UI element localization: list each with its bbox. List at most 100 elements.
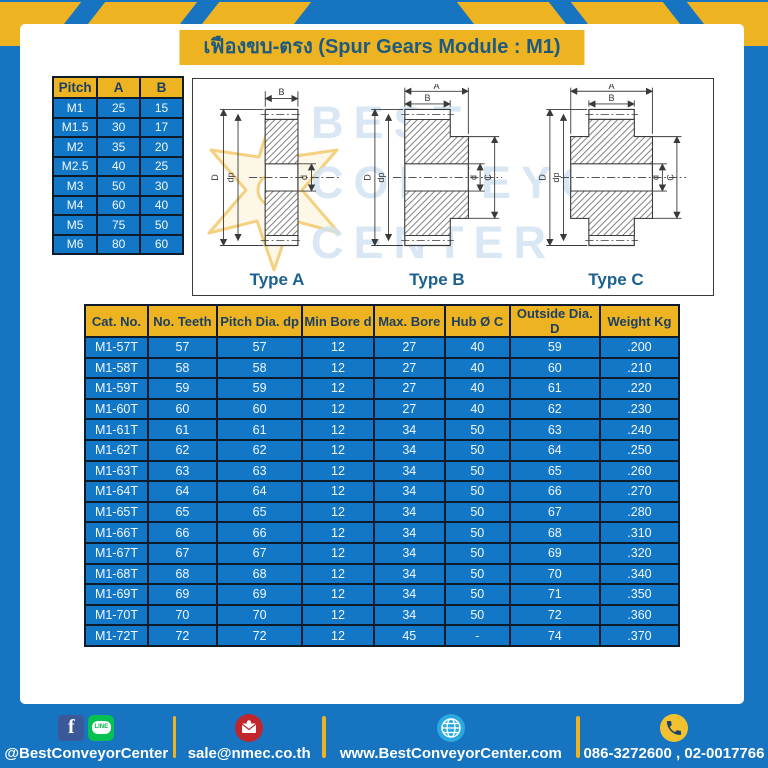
column-header: Max. Bore [372,304,446,338]
table-row: M1-58T 58 58 12 27 40 60.210 [84,356,681,380]
table-cell: .230 [598,397,681,421]
table-cell: 64 [508,438,601,462]
column-header: Hub Ø C [443,304,511,338]
table-row: M1-70T 70 70 12 34 50 72.360 [84,603,681,627]
table-cell: .350 [598,583,681,606]
table-row: M4 60 40 [51,194,184,216]
table-cell: .250 [598,438,681,462]
table-cell: 27 [372,377,446,400]
table-cell: 50 [443,562,511,586]
table-cell: 17 [139,116,184,138]
column-header: Cat. No. [84,304,149,338]
table-cell: 12 [301,480,375,503]
table-cell: 72 [508,603,601,627]
table-cell: M1-64T [84,480,149,503]
table-cell: 60 [215,397,304,421]
table-cell: 68 [508,521,601,544]
table-cell: 50 [96,175,142,197]
table-cell: 64 [146,480,218,503]
table-cell: M1-72T [84,624,149,647]
type-a-label: Type A [249,270,305,289]
table-cell: .270 [598,480,681,503]
table-cell: 40 [96,155,142,177]
table-row: M1-65T 65 65 12 34 50 67.280 [84,500,681,524]
column-header: No. Teeth [146,304,218,338]
table-cell: 27 [372,356,446,380]
table-cell: 34 [372,438,446,462]
table-cell: 57 [215,336,304,359]
globe-icon [436,713,465,742]
phone-icon [659,713,688,742]
dim-label-D: D [210,174,220,181]
table-cell: 12 [301,459,375,483]
line-icon: LINE [88,714,115,741]
phone-contact[interactable]: 086-3272600 , 02-0017766 [580,713,768,762]
table-cell: 63 [508,418,601,441]
table-cell: .210 [598,356,681,380]
table-cell: M1-58T [84,356,149,380]
website-label: www.BestConveyorCenter.com [339,744,562,762]
table-cell: 30 [139,175,184,197]
table-cell: 65 [215,500,304,524]
table-cell: 50 [443,603,511,627]
table-cell: 62 [508,397,601,421]
table-row: M2.5 40 25 [51,155,184,177]
table-cell: 63 [146,459,218,483]
table-cell: 58 [215,356,304,380]
table-cell: 59 [146,377,218,400]
column-header: Weight Kg [598,304,681,338]
table-cell: 65 [146,500,218,524]
table-cell: M1-69T [84,583,149,606]
table-cell: 67 [146,541,218,565]
social-contact[interactable]: f LINE @BestConveyorCenter [0,713,173,762]
dim-label-c: C [483,174,493,181]
table-cell: .340 [598,562,681,586]
table-cell: 40 [443,377,511,400]
dim-label-dp: dp [551,172,561,182]
table-row: M3 50 30 [51,175,184,197]
table-cell: - [443,624,511,647]
email-contact[interactable]: sale@nmec.co.th [176,713,321,762]
website-contact[interactable]: www.BestConveyorCenter.com [326,713,576,762]
content-panel: เฟืองขบ-ตรง (Spur Gears Module : M1) Pit… [20,24,744,704]
table-row: M1 25 15 [51,97,184,119]
dim-label-dp: dp [225,172,235,182]
footer-divider [576,716,580,758]
table-row: M1-67T 67 67 12 34 50 69.320 [84,541,681,565]
table-row: M1-61T 61 61 12 34 50 63.240 [84,418,681,441]
table-cell: 72 [146,624,218,647]
dim-label-d: d [299,175,309,180]
table-cell: M1-68T [84,562,149,586]
pitch-table: Pitch A B M1 25 15 M1.5 30 17 M2 35 20 M2.5 40 25 M3 50… [51,76,184,255]
table-cell: 12 [301,397,375,421]
table-cell: M1-67T [84,541,149,565]
table-cell: 50 [139,214,184,236]
table-row: M1-69T 69 69 12 34 50 71.350 [84,583,681,606]
table-cell: 69 [146,583,218,606]
table-row: M1-68T 68 68 12 34 50 70.340 [84,562,681,586]
table-cell: .200 [598,336,681,359]
dim-label-c: C [665,174,675,181]
table-cell: 27 [372,336,446,359]
table-cell: 80 [96,233,142,255]
table-cell: 34 [372,480,446,503]
table-cell: 25 [139,155,184,177]
table-row: M1-72T 72 72 12 45-74.370 [84,624,681,647]
email-label: sale@nmec.co.th [187,744,311,762]
table-cell: M1-61T [84,418,149,441]
table-cell: 12 [301,603,375,627]
footer-divider [321,716,326,758]
table-cell: 62 [146,438,218,462]
type-c-label: Type C [588,270,644,289]
table-cell: 40 [443,336,511,359]
table-cell: M1-59T [84,377,149,400]
table-cell: 50 [443,583,511,606]
table-cell: 34 [372,583,446,606]
table-row: M1-60T 60 60 12 27 40 62.230 [84,397,681,421]
table-cell: M6 [51,233,99,255]
table-cell: 50 [443,521,511,544]
table-cell: M1-62T [84,438,149,462]
table-cell: .370 [598,624,681,647]
table-cell: 34 [372,562,446,586]
page-title: เฟืองขบ-ตรง (Spur Gears Module : M1) [179,30,585,65]
